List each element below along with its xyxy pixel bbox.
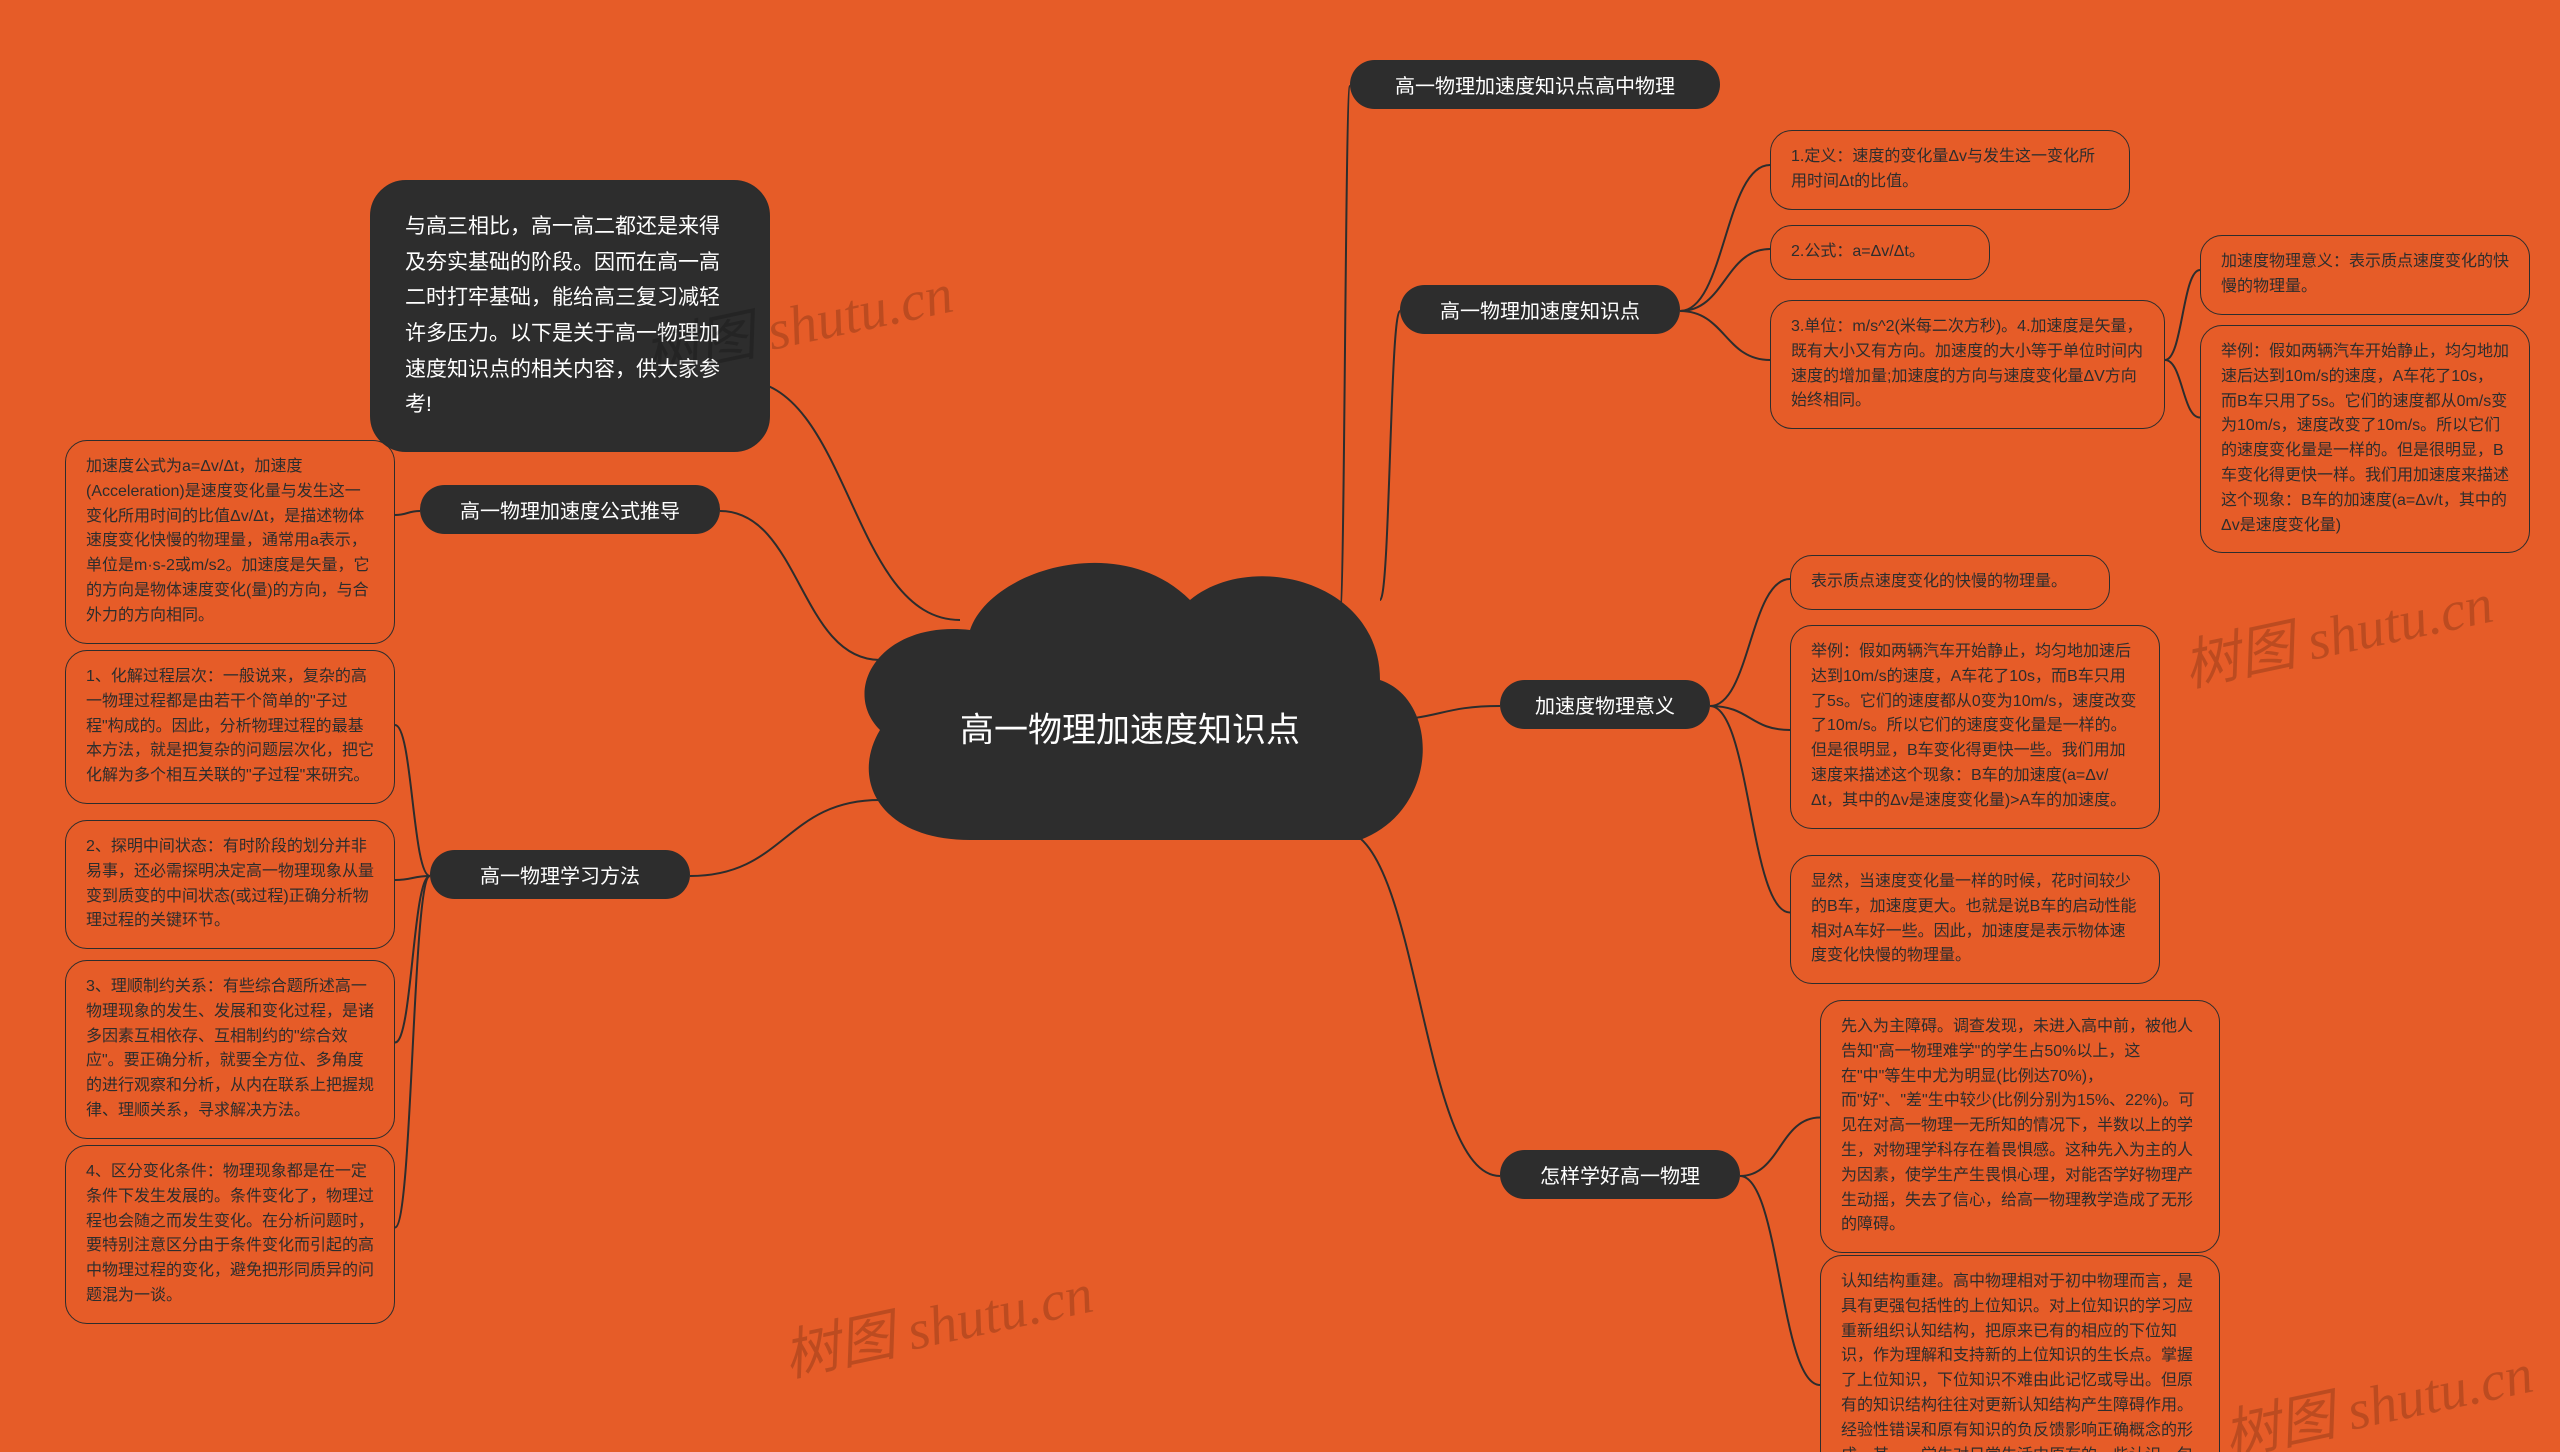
howto-item-1: 先入为主障碍。调查发现，未进入高中前，被他人告知"高一物理难学"的学生占50%以… — [1820, 1000, 2220, 1253]
watermark: 树图 shutu.cn — [2175, 558, 2499, 703]
branch-top[interactable]: 高一物理加速度知识点高中物理 — [1350, 60, 1720, 109]
howto-item-2: 认知结构重建。高中物理相对于初中物理而言，是具有更强包括性的上位知识。对上位知识… — [1820, 1255, 2220, 1452]
intro-bubble: 与高三相比，高一高二都还是来得及夯实基础的阶段。因而在高一高二时打牢基础，能给高… — [370, 180, 770, 452]
center-topic[interactable]: 高一物理加速度知识点 — [820, 540, 1440, 900]
method-item-3: 3、理顺制约关系：有些综合题所述高一物理现象的发生、发展和变化过程，是诸多因素互… — [65, 960, 395, 1139]
mindmap-canvas: 高一物理加速度知识点 与高三相比，高一高二都还是来得及夯实基础的阶段。因而在高一高… — [0, 0, 2560, 1452]
watermark: 树图 shutu.cn — [775, 1248, 1099, 1393]
meaning-item-2: 举例：假如两辆汽车开始静止，均匀地加速后达到10m/s的速度，A车花了10s，而… — [1790, 625, 2160, 829]
points-item-3: 3.单位：m/s^2(米每二次方秒)。4.加速度是矢量，既有大小又有方向。加速度… — [1770, 300, 2165, 429]
branch-howto[interactable]: 怎样学好高一物理 — [1500, 1150, 1740, 1199]
points-item-2: 2.公式：a=Δv/Δt。 — [1770, 225, 1990, 280]
points-item-1: 1.定义：速度的变化量Δv与发生这一变化所用时间Δt的比值。 — [1770, 130, 2130, 210]
meaning-item-3: 显然，当速度变化量一样的时候，花时间较少的B车，加速度更大。也就是说B车的启动性… — [1790, 855, 2160, 984]
meaning-item-1: 表示质点速度变化的快慢的物理量。 — [1790, 555, 2110, 610]
branch-meaning[interactable]: 加速度物理意义 — [1500, 680, 1710, 729]
center-topic-label: 高一物理加速度知识点 — [820, 703, 1440, 752]
points-item-3-sub-2: 举例：假如两辆汽车开始静止，均匀地加速后达到10m/s的速度，A车花了10s，而… — [2200, 325, 2530, 553]
method-item-1: 1、化解过程层次：一般说来，复杂的高一物理过程都是由若干个简单的"子过程"构成的… — [65, 650, 395, 804]
method-item-4: 4、区分变化条件：物理现象都是在一定条件下发生发展的。条件变化了，物理过程也会随… — [65, 1145, 395, 1324]
branch-formula[interactable]: 高一物理加速度公式推导 — [420, 485, 720, 534]
branch-points[interactable]: 高一物理加速度知识点 — [1400, 285, 1680, 334]
points-item-3-sub-1: 加速度物理意义：表示质点速度变化的快慢的物理量。 — [2200, 235, 2530, 315]
branch-method[interactable]: 高一物理学习方法 — [430, 850, 690, 899]
method-item-2: 2、探明中间状态：有时阶段的划分并非易事，还必需探明决定高一物理现象从量变到质变… — [65, 820, 395, 949]
formula-detail: 加速度公式为a=Δv/Δt，加速度(Acceleration)是速度变化量与发生… — [65, 440, 395, 644]
watermark: 树图 shutu.cn — [2215, 1328, 2539, 1452]
